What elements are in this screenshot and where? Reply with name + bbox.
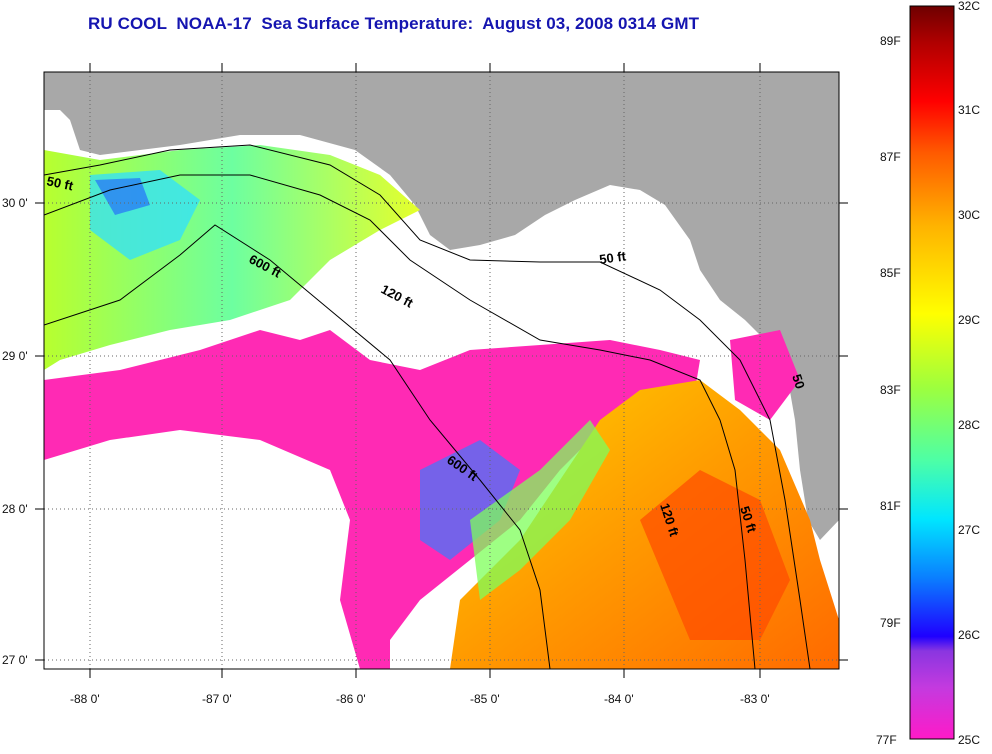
- sst-blue-front: [420, 440, 520, 560]
- lon-label: -88 0': [70, 692, 100, 706]
- colorbar-label-c: 31C: [958, 103, 981, 117]
- colorbar-label-f: 81F: [880, 499, 901, 513]
- colorbar-label-f: 83F: [880, 383, 901, 397]
- sst-red-core: [640, 470, 790, 640]
- isobath-label: 50 ft: [45, 173, 75, 193]
- lon-label: -87 0': [202, 692, 232, 706]
- sst-map: 50 ft 600 ft 120 ft 50 ft 600 ft 120 ft …: [35, 63, 848, 678]
- lon-label: -86 0': [336, 692, 366, 706]
- lat-label: 27 0': [2, 653, 28, 667]
- temperature-colorbar: [909, 5, 955, 740]
- lon-label: -84 0': [604, 692, 634, 706]
- isobath-label: 50 ft: [598, 248, 627, 267]
- lat-label: 30 0': [2, 196, 28, 210]
- map-frame-border: [43, 71, 840, 670]
- colorbar-ramp: [909, 5, 955, 740]
- colorbar-label-c: 25C: [958, 733, 981, 747]
- colorbar-label-f: 89F: [880, 34, 901, 48]
- colorbar-label-f: 87F: [880, 150, 901, 164]
- colorbar-label-c: 26C: [958, 628, 981, 642]
- lon-label: -85 0': [470, 692, 500, 706]
- colorbar-label-c: 27C: [958, 523, 981, 537]
- land-area: [44, 72, 839, 540]
- colorbar-label-c: 32C: [958, 0, 981, 13]
- lon-label: -83 0': [740, 692, 770, 706]
- colorbar-label-c: 30C: [958, 208, 981, 222]
- lat-label: 29 0': [2, 349, 28, 363]
- colorbar-label-f: 85F: [880, 266, 901, 280]
- colorbar-label-f: 79F: [880, 616, 901, 630]
- lat-label: 28 0': [2, 502, 28, 516]
- colorbar-label-c: 28C: [958, 418, 981, 432]
- colorbar-label-f: 77F: [876, 733, 897, 747]
- isobath-label: 50: [789, 372, 808, 390]
- colorbar-label-c: 29C: [958, 313, 981, 327]
- sst-magenta-patch: [44, 330, 700, 669]
- sst-magenta-east: [730, 330, 800, 420]
- map-title: RU COOL NOAA-17 Sea Surface Temperature:…: [88, 14, 700, 33]
- sst-cool-patch-2: [95, 178, 150, 215]
- sst-green-band: [470, 420, 610, 600]
